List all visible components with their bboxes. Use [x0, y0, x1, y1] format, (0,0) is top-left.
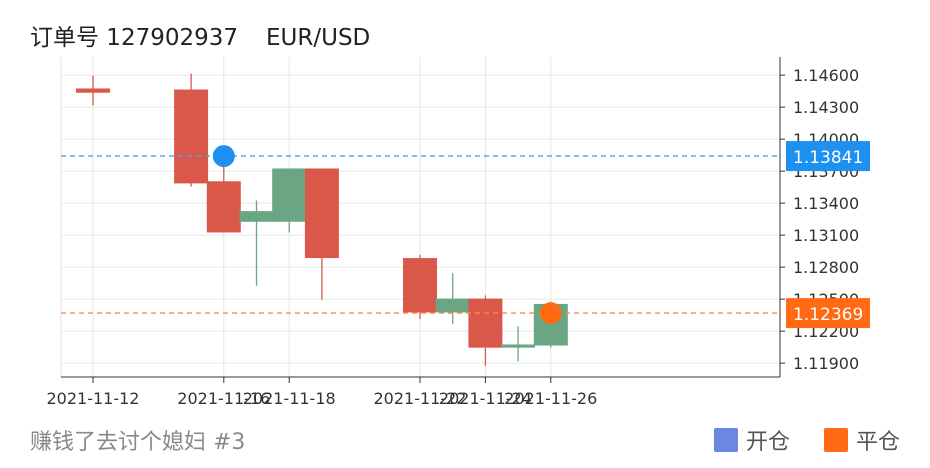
- legend-label-close: 平仓: [855, 430, 900, 455]
- x-tick-label: 2021-11-24: [439, 389, 532, 408]
- close-price-tag: [786, 298, 870, 329]
- candle-body: [206, 181, 241, 233]
- candle-body: [76, 88, 110, 93]
- x-tick-label: 2021-11-26: [504, 389, 597, 408]
- candle-body: [403, 258, 437, 313]
- footer-caption: 赚钱了去讨个媳妇 #3: [30, 430, 246, 455]
- x-tick-label: 2021-11-22: [374, 389, 467, 408]
- candle-body: [304, 168, 339, 259]
- chart-title: 订单号 127902937 EUR/USD: [30, 18, 370, 52]
- y-tick-label: 1.14600: [793, 66, 859, 85]
- legend-item-open[interactable]: 开仓: [713, 424, 790, 456]
- candle-body: [239, 211, 274, 222]
- y-tick-label: 1.11900: [793, 354, 859, 373]
- legend: 开仓 平仓: [713, 424, 900, 456]
- open-price-label: 1.13841: [793, 148, 863, 168]
- legend-swatch-close: [823, 428, 848, 452]
- x-tick-label: 2021-11-18: [243, 389, 336, 408]
- legend-label-open: 开仓: [745, 430, 790, 455]
- x-tick-label: 2021-11-16: [177, 389, 270, 408]
- candle-body: [501, 344, 536, 348]
- y-tick-label: 1.13400: [793, 194, 859, 213]
- open-price-tag: [786, 141, 870, 172]
- x-tick-label: 2021-11-12: [47, 389, 140, 408]
- y-tick-label: 1.14300: [793, 98, 859, 117]
- candle-body: [272, 168, 307, 222]
- close-marker: [539, 302, 562, 325]
- candle-body: [435, 298, 470, 313]
- candle-body: [468, 298, 503, 348]
- y-tick-label: 1.13100: [793, 226, 859, 245]
- open-marker: [212, 145, 235, 168]
- currency-pair: EUR/USD: [266, 25, 371, 51]
- y-tick-label: 1.12800: [793, 258, 859, 277]
- legend-item-close[interactable]: 平仓: [823, 424, 900, 456]
- legend-swatch-open: [713, 428, 738, 452]
- order-number: 订单号 127902937: [30, 25, 239, 51]
- close-price-label: 1.12369: [793, 305, 863, 325]
- candle-body: [174, 89, 209, 184]
